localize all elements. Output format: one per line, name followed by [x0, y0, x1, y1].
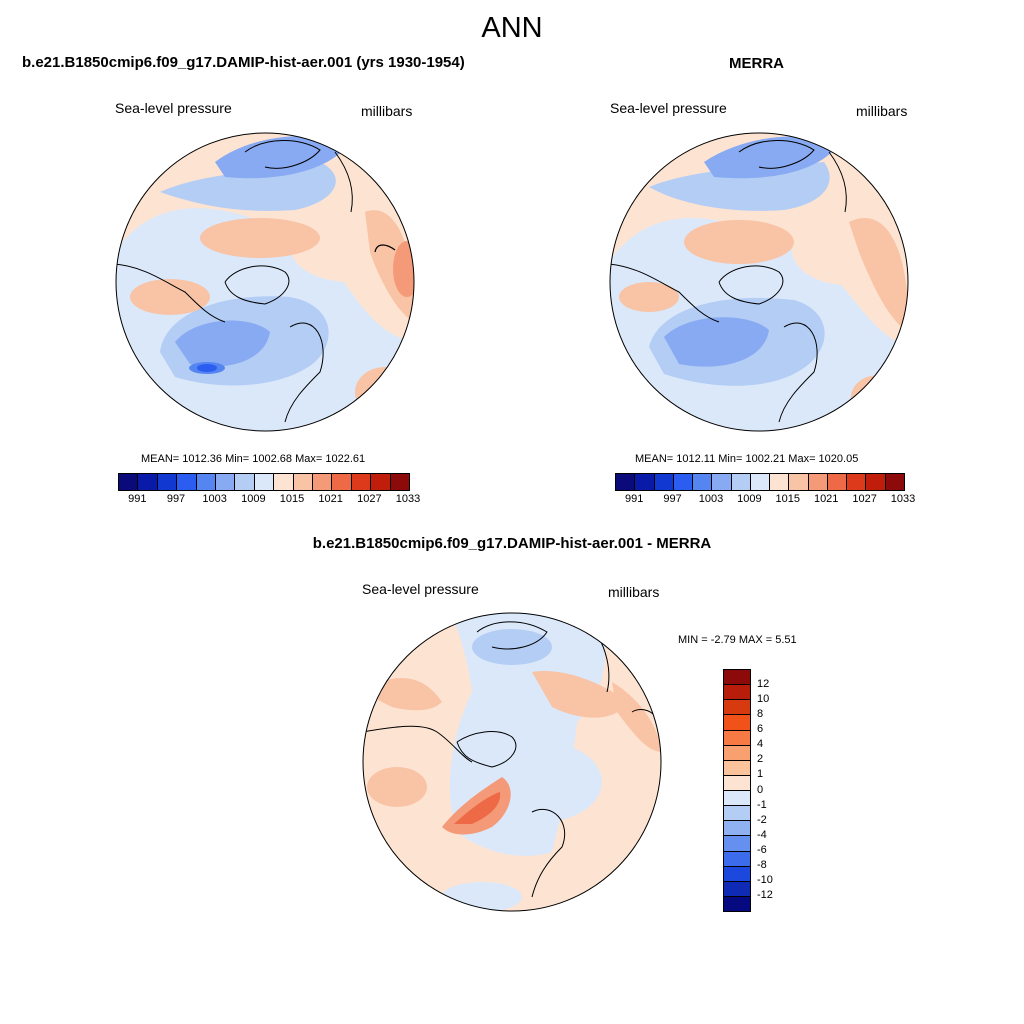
panel-1-colorbar-swatch — [254, 474, 275, 490]
panel-2-polar-map — [609, 132, 909, 432]
panel-3-colorbar-swatch — [724, 775, 750, 791]
panel-2-colorbar-swatch — [847, 474, 867, 490]
panel-1-colorbar — [118, 473, 410, 491]
colorbar-tick-label: 1009 — [737, 493, 762, 505]
panel-1-stats: MEAN= 1012.36 Min= 1002.68 Max= 1022.61 — [141, 453, 366, 465]
colorbar-tick-label: 1015 — [775, 493, 801, 505]
colorbar-tick-label: 1003 — [698, 493, 724, 505]
colorbar-tick-label: 997 — [166, 493, 186, 505]
panel-3-units-label: millibars — [608, 584, 660, 600]
panel-3-colorbar-swatch — [724, 730, 750, 746]
panel-3-variable-label: Sea-level pressure — [362, 581, 479, 597]
panel-2-colorbar-swatch — [789, 474, 809, 490]
panel-3-colorbar-swatch — [724, 700, 750, 716]
panel-2-colorbar-swatch — [616, 474, 636, 490]
panel-1-colorbar-swatch — [177, 474, 197, 490]
panel-3-colorbar-swatch — [724, 896, 750, 911]
colorbar-tick-label: 1033 — [395, 493, 421, 505]
colorbar-tick-label: 1009 — [241, 493, 266, 505]
panel-3-colorbar-swatch — [724, 685, 750, 701]
panel-3-colorbar-swatch — [724, 670, 750, 686]
panel-1-colorbar-swatch — [216, 474, 236, 490]
panel-1-title: b.e21.B1850cmip6.f09_g17.DAMIP-hist-aer.… — [22, 54, 465, 71]
colorbar-tick-label: 1021 — [813, 493, 839, 505]
panel-2-colorbar-swatch — [808, 474, 828, 490]
panel-3-polar-map — [362, 612, 662, 912]
panel-2-colorbar-swatch — [731, 474, 751, 490]
panel-1-colorbar-swatch — [138, 474, 158, 490]
panel-3-colorbar — [723, 669, 751, 912]
panel-2-variable-label: Sea-level pressure — [610, 100, 727, 116]
panel-1-colorbar-swatch — [371, 474, 391, 490]
panel-1-variable-label: Sea-level pressure — [115, 100, 232, 116]
panel-2-colorbar-swatch — [750, 474, 771, 490]
colorbar-tick-label: 1027 — [357, 493, 382, 505]
colorbar-tick-label: -12 — [757, 888, 773, 901]
panel-1-colorbar-swatch — [235, 474, 255, 490]
panel-2-colorbar-swatch — [673, 474, 694, 490]
panel-2-colorbar-swatch — [693, 474, 713, 490]
panel-2-colorbar-swatch — [635, 474, 655, 490]
panel-1-colorbar-swatch — [293, 474, 314, 490]
panel-1-colorbar-swatch — [313, 474, 333, 490]
panel-3-colorbar-swatch — [724, 851, 750, 867]
colorbar-tick-label: 1003 — [202, 493, 227, 505]
panel-1-colorbar-swatch — [157, 474, 178, 490]
colorbar-tick-label: 1027 — [852, 493, 877, 505]
panel-3-title: b.e21.B1850cmip6.f09_g17.DAMIP-hist-aer.… — [312, 535, 712, 552]
panel-1-colorbar-swatch — [332, 474, 352, 490]
panel-3-colorbar-swatch — [724, 715, 750, 731]
colorbar-tick-label: 1015 — [279, 493, 305, 505]
colorbar-tick-label: -10 — [757, 873, 773, 886]
panel-1-colorbar-swatch — [119, 474, 139, 490]
colorbar-tick-label: -1 — [757, 798, 767, 811]
panel-3-colorbar-swatch — [724, 745, 750, 761]
colorbar-tick-label: 2 — [757, 753, 764, 766]
panel-2-colorbar-swatch — [654, 474, 674, 490]
panel-3-colorbar-swatch — [724, 836, 750, 852]
panel-2-units-label: millibars — [856, 103, 908, 119]
panel-2-colorbar-swatch — [712, 474, 732, 490]
panel-3-colorbar-swatch — [724, 806, 750, 822]
panel-1-polar-map — [115, 132, 415, 432]
panel-2-colorbar-swatch — [770, 474, 790, 490]
colorbar-tick-label: -6 — [757, 843, 767, 856]
colorbar-tick-label: 6 — [757, 723, 764, 736]
colorbar-tick-label: 4 — [757, 738, 764, 751]
panel-2-colorbar-swatch — [885, 474, 904, 490]
panel-2-colorbar-swatch — [866, 474, 886, 490]
colorbar-tick-label: 997 — [663, 493, 682, 505]
colorbar-tick-label: 1021 — [318, 493, 343, 505]
panel-2-colorbar — [615, 473, 905, 491]
panel-2-title: MERRA — [729, 55, 784, 72]
panel-1-colorbar-swatch — [196, 474, 217, 490]
panel-2-stats: MEAN= 1012.11 Min= 1002.21 Max= 1020.05 — [635, 453, 859, 465]
figure-title: ANN — [481, 12, 543, 44]
panel-3-colorbar-swatch — [724, 791, 750, 807]
colorbar-tick-label: 12 — [757, 678, 770, 691]
panel-2-colorbar-swatch — [827, 474, 848, 490]
panel-1-colorbar-swatch — [351, 474, 372, 490]
panel-3-colorbar-swatch — [724, 760, 750, 776]
colorbar-tick-label: 1 — [757, 768, 764, 781]
colorbar-tick-label: 8 — [757, 708, 764, 721]
colorbar-tick-label: -4 — [757, 828, 767, 841]
panel-1-units-label: millibars — [361, 103, 413, 119]
panel-1-colorbar-swatch — [274, 474, 294, 490]
colorbar-tick-label: 991 — [128, 493, 147, 505]
panel-3-stats: MIN = -2.79 MAX = 5.51 — [678, 634, 797, 646]
panel-3-colorbar-swatch — [724, 866, 750, 882]
colorbar-tick-label: -8 — [757, 858, 767, 871]
panel-3-colorbar-swatch — [724, 881, 750, 897]
colorbar-tick-label: 1033 — [890, 493, 916, 505]
colorbar-tick-label: 0 — [757, 783, 764, 796]
panel-3-colorbar-swatch — [724, 821, 750, 837]
panel-1-colorbar-swatch — [390, 474, 410, 490]
colorbar-tick-label: 10 — [757, 693, 770, 706]
colorbar-tick-label: -2 — [757, 813, 767, 826]
colorbar-tick-label: 991 — [625, 493, 644, 505]
